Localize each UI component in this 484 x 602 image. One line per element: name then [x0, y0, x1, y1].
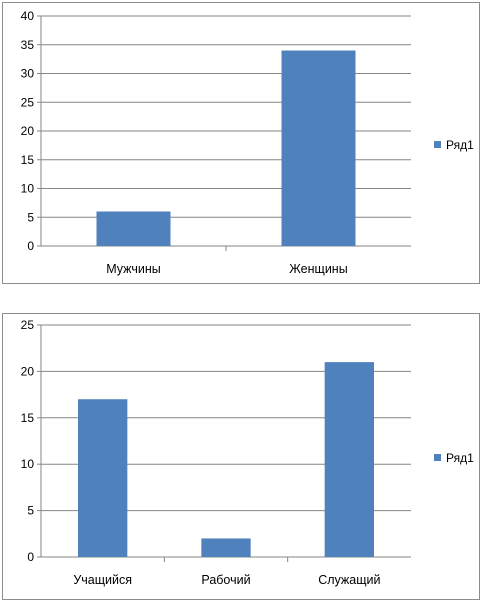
bar-1 — [78, 399, 128, 557]
x-category-label: Учащийся — [73, 573, 132, 587]
y-tick-label: 5 — [27, 504, 34, 518]
bar-3 — [324, 362, 374, 557]
y-tick-label: 15 — [21, 411, 35, 425]
legend-label: Ряд1 — [446, 138, 474, 152]
chart-occupation-svg: 0 5 10 15 20 25 Учащийся Рабочий Служащий Ряд1 — [21, 318, 474, 587]
y-tick-label: 10 — [21, 182, 35, 196]
chart-gender: 0 5 10 15 20 25 30 35 40 Мужчины Женщины Ряд1 — [2, 2, 480, 284]
y-tick-label: 15 — [21, 153, 35, 167]
x-category-label: Женщины — [289, 262, 347, 276]
legend-swatch — [434, 454, 441, 461]
legend-swatch — [434, 141, 441, 148]
y-tick-label: 20 — [21, 124, 35, 138]
chart-occupation: 0 5 10 15 20 25 Учащийся Рабочий Служащий Ряд1 — [2, 313, 480, 600]
y-tick-label: 35 — [21, 38, 35, 52]
y-tick-label: 0 — [27, 239, 34, 253]
legend-label: Ряд1 — [446, 451, 474, 465]
bar-1 — [96, 211, 171, 246]
y-tick-label: 25 — [21, 318, 35, 332]
x-category-label: Рабочий — [201, 573, 250, 587]
y-tick-label: 10 — [21, 457, 35, 471]
y-tick-label: 0 — [27, 550, 34, 564]
x-category-label: Служащий — [318, 573, 380, 587]
legend: Ряд1 — [434, 451, 474, 465]
y-tick-label: 25 — [21, 95, 35, 109]
chart-gender-svg: 0 5 10 15 20 25 30 35 40 Мужчины Женщины Ряд1 — [21, 9, 474, 276]
y-tick-label: 40 — [21, 9, 35, 23]
x-category-label: Мужчины — [106, 262, 161, 276]
bar-2 — [281, 50, 356, 246]
y-tick-label: 20 — [21, 364, 35, 378]
y-tick-label: 5 — [27, 210, 34, 224]
legend: Ряд1 — [434, 138, 474, 152]
bar-2 — [201, 538, 251, 557]
y-tick-label: 30 — [21, 67, 35, 81]
